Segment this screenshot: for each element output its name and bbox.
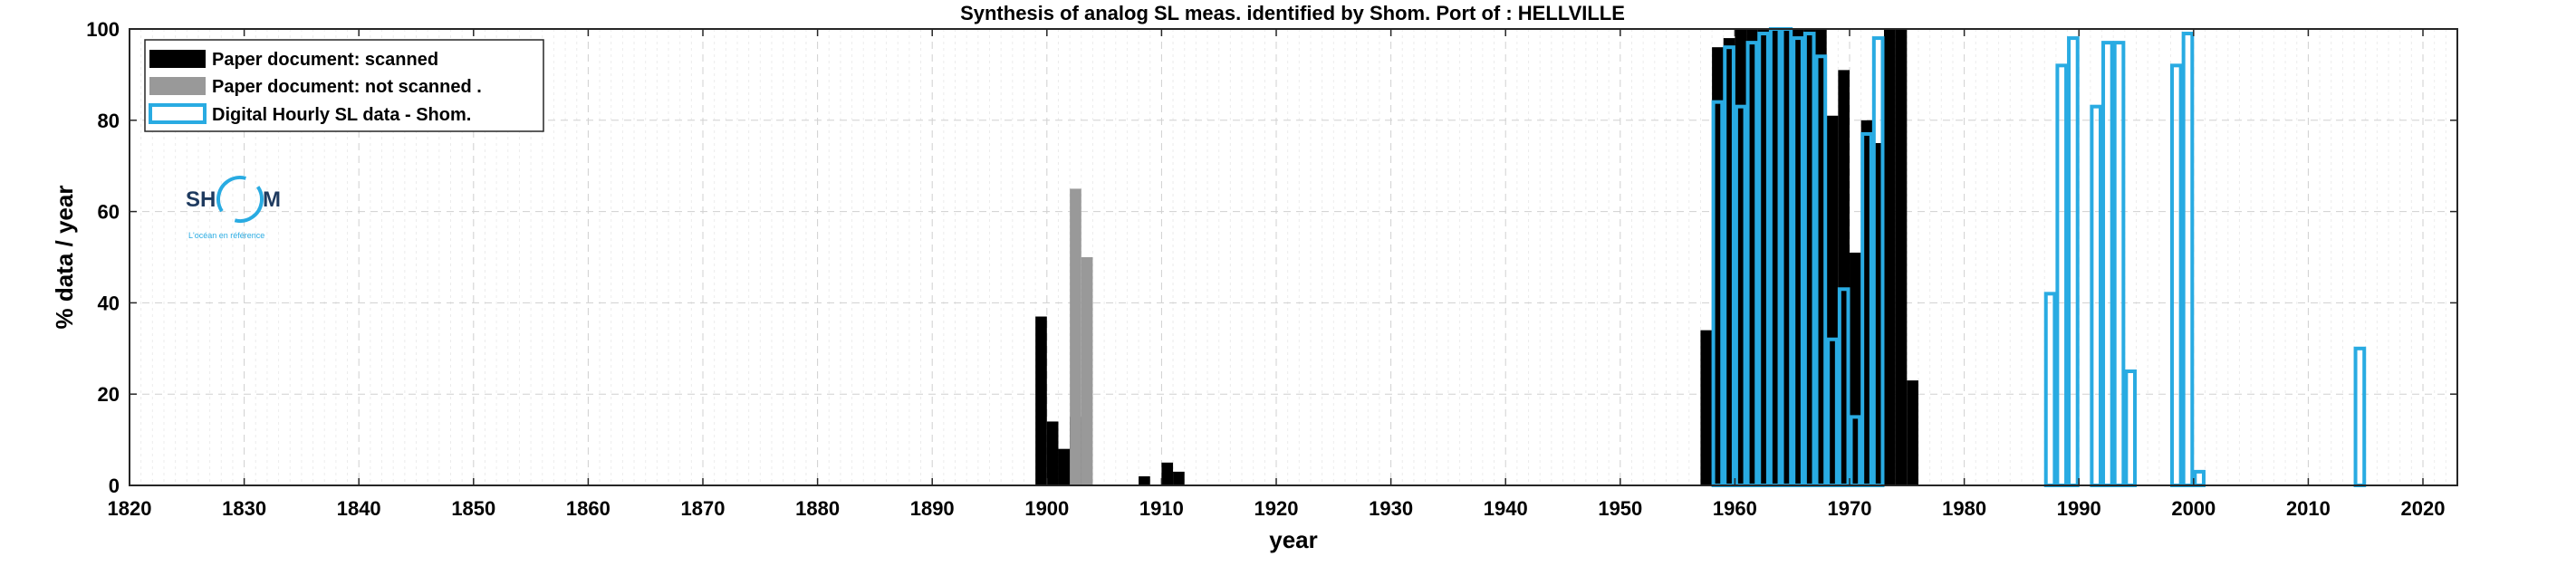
x-tick-label: 2000 — [2171, 497, 2216, 520]
logo-text-left: SH — [186, 187, 216, 212]
bar-digital-1989 — [2067, 36, 2080, 488]
legend-box — [144, 39, 544, 132]
x-tick-label: 2020 — [2401, 497, 2446, 520]
x-axis-ticks: 1820 1830 1840 1850 1860 1870 1880 1890 1900 1910… — [108, 29, 2446, 520]
bar-scanned-1908 — [1139, 475, 1150, 485]
x-tick-label: 1990 — [2057, 497, 2101, 520]
bar-scanned-1910 — [1161, 462, 1174, 485]
bar-digital-1993 — [2112, 41, 2126, 488]
bar-scanned-1900 — [1046, 421, 1059, 485]
x-tick-label: 1960 — [1713, 497, 1757, 520]
y-tick-label: 0 — [109, 475, 120, 497]
bar-scanned-1974 — [1895, 29, 1908, 485]
x-tick-label: 1890 — [910, 497, 955, 520]
bar-digital-1987 — [2043, 292, 2057, 487]
x-tick-label: 1900 — [1024, 497, 1069, 520]
y-axis-ticks: 0 20 40 60 80 100 — [86, 18, 2457, 497]
x-tick-label: 1830 — [222, 497, 266, 520]
bar-digital-1992 — [2101, 41, 2114, 488]
legend: Paper document: scanned Paper document: … — [144, 39, 544, 132]
shom-logo: SH M L'océan en référence — [186, 176, 281, 240]
bar-scanned-1975 — [1907, 380, 1918, 485]
bar-digital-1994 — [2124, 369, 2138, 487]
chart-title: Synthesis of analog SL meas. identified … — [960, 2, 1625, 24]
legend-label-not-scanned: Paper document: not scanned . — [212, 77, 482, 97]
x-tick-label: 1950 — [1598, 497, 1642, 520]
bar-digital-1991 — [2090, 104, 2103, 488]
bar-digital-1998 — [2169, 63, 2183, 487]
x-tick-label: 1850 — [451, 497, 495, 520]
x-tick-label: 1880 — [795, 497, 840, 520]
logo-text-right: M — [263, 187, 281, 212]
x-tick-label: 1930 — [1369, 497, 1413, 520]
bar-digital-2000 — [2193, 469, 2206, 488]
series-paper-scanned — [1035, 29, 1918, 486]
legend-swatch-digital — [149, 103, 207, 124]
x-axis-label: year — [1269, 526, 1318, 553]
bar-scanned-1899 — [1035, 316, 1047, 485]
y-tick-label: 80 — [98, 110, 120, 132]
bar-not-scanned-1903 — [1081, 257, 1093, 485]
x-tick-label: 1840 — [337, 497, 381, 520]
plot-frame — [129, 28, 2458, 486]
bar-scanned-1973 — [1883, 29, 1896, 485]
x-tick-label: 1860 — [566, 497, 610, 520]
x-tick-label: 1870 — [681, 497, 726, 520]
legend-label-scanned: Paper document: scanned — [212, 50, 438, 70]
x-tick-label: 1820 — [108, 497, 152, 520]
bar-digital-1999 — [2181, 32, 2195, 487]
y-tick-label: 40 — [98, 292, 120, 314]
logo-tagline: L'océan en référence — [188, 231, 264, 240]
y-axis-label: % data / year — [51, 186, 78, 330]
bar-digital-1988 — [2055, 63, 2069, 487]
x-tick-label: 1920 — [1254, 497, 1299, 520]
bar-scanned-1911 — [1173, 471, 1185, 485]
bar-not-scanned-1902 — [1070, 188, 1081, 485]
y-tick-label: 20 — [98, 383, 120, 406]
x-tick-label: 1910 — [1139, 497, 1184, 520]
x-tick-label: 2010 — [2286, 497, 2331, 520]
y-tick-label: 100 — [86, 18, 120, 41]
bar-scanned-1901 — [1058, 448, 1071, 485]
series-paper-not-scanned — [1070, 188, 1093, 485]
x-tick-label: 1980 — [1942, 497, 1986, 520]
bar-scanned-1957 — [1700, 330, 1713, 485]
legend-swatch-not-scanned — [149, 77, 206, 95]
x-tick-label: 1940 — [1484, 497, 1528, 520]
bar-digital-2014 — [2353, 346, 2367, 487]
x-tick-label: 1970 — [1828, 497, 1872, 520]
logo-circle-icon — [216, 176, 264, 223]
y-tick-label: 60 — [98, 201, 120, 224]
legend-label-digital: Digital Hourly SL data - Shom. — [212, 105, 471, 125]
legend-swatch-scanned — [149, 50, 206, 68]
